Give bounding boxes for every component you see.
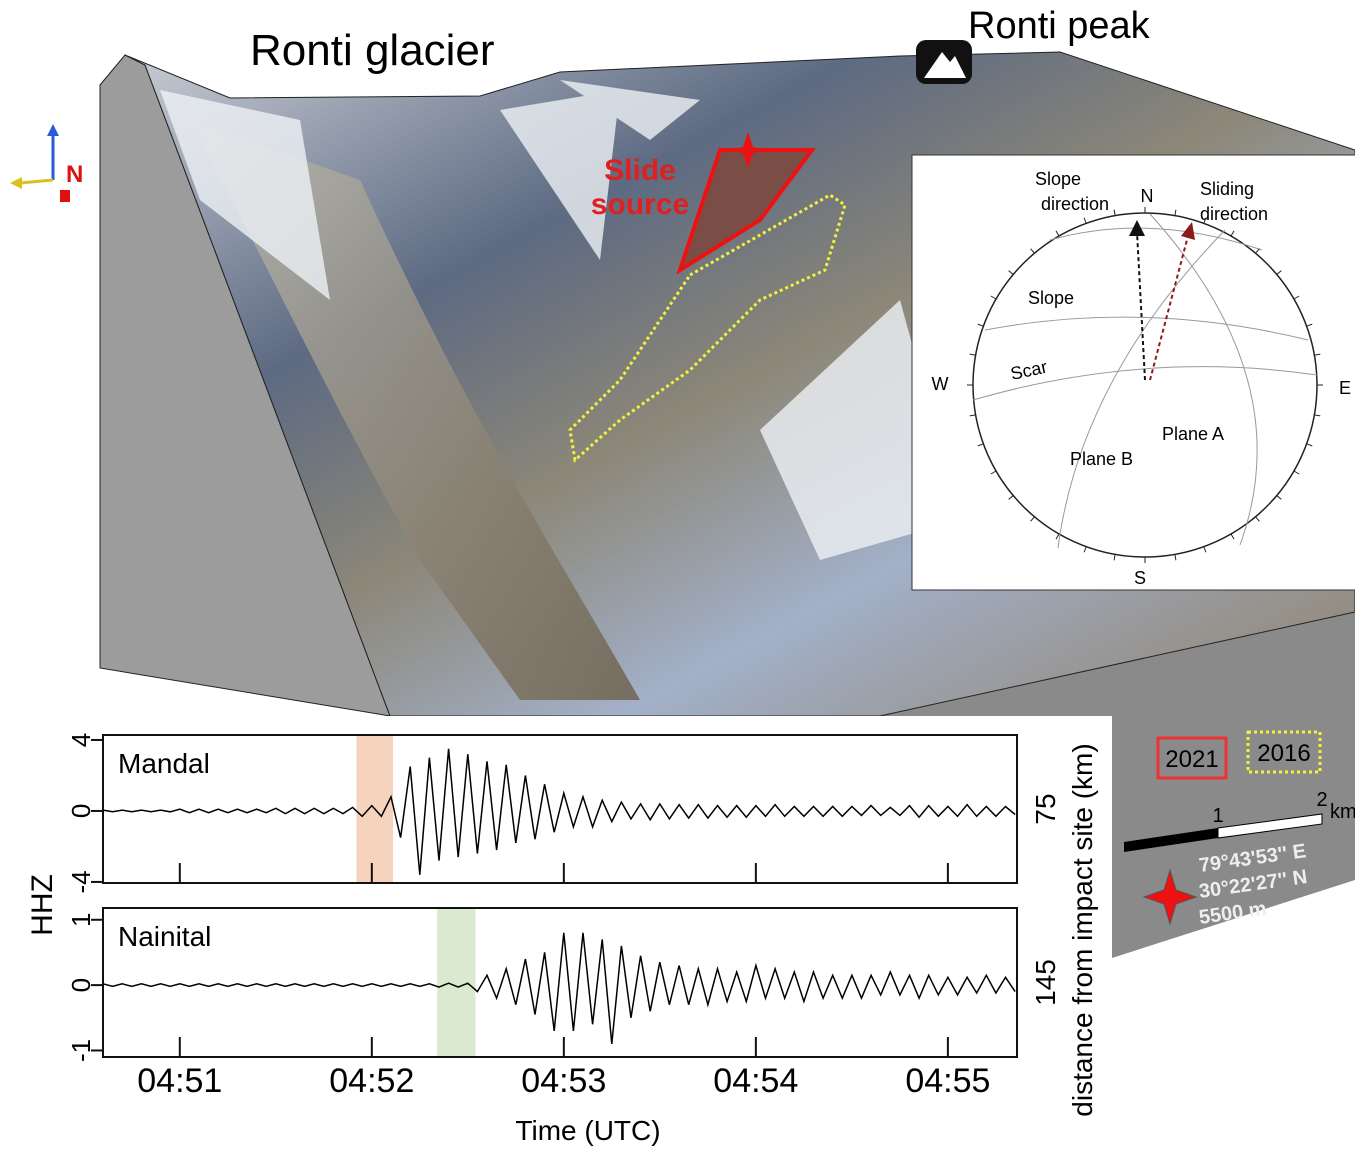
- compass: [10, 177, 22, 189]
- distance-label: 75: [1030, 793, 1061, 824]
- scale-label: km: [1330, 801, 1355, 823]
- compass: [20, 180, 53, 183]
- onset-window: [437, 909, 475, 1056]
- y-tick-label: -1: [66, 1039, 96, 1062]
- stereo-label: Plane B: [1070, 449, 1133, 469]
- x-tick-label: 04:53: [521, 1062, 606, 1100]
- y-tick-label: 0: [66, 804, 96, 818]
- page: Slide source Ronti glacier Ronti peak N …: [0, 0, 1355, 1151]
- station-label: Mandal: [118, 748, 210, 779]
- stereo-label: E: [1339, 378, 1351, 398]
- y-axis-label: HHZ: [26, 874, 59, 936]
- compass: [47, 124, 59, 136]
- stereo-label: direction: [1041, 194, 1109, 214]
- scale-label: 2: [1316, 789, 1327, 811]
- compass: [60, 190, 70, 202]
- glacier-label: Ronti glacier: [250, 26, 495, 75]
- stereo-label: Slope: [1028, 288, 1074, 308]
- legend-label: 2021: [1165, 746, 1218, 773]
- peak-label: Ronti peak: [968, 5, 1151, 47]
- stereo-label: Slope: [1035, 169, 1081, 189]
- compass-label: N: [66, 161, 83, 188]
- stereo-label: N: [1141, 186, 1154, 206]
- y-tick-label: -4: [66, 870, 96, 893]
- x-axis-label: Time (UTC): [515, 1115, 660, 1146]
- slide-label: source: [591, 188, 689, 221]
- y-tick-label: 1: [66, 913, 96, 927]
- figure: Slide source Ronti glacier Ronti peak N …: [0, 0, 1355, 1151]
- stereonet-frame: [912, 155, 1355, 590]
- scale-label: 1: [1212, 805, 1223, 827]
- stereo-label: Plane A: [1162, 424, 1224, 444]
- stereonet: Slope direction N Sliding direction Slop…: [912, 155, 1355, 590]
- x-tick-label: 04:55: [905, 1062, 990, 1100]
- seismograms: 4 0 -4 Mandal 75 1 0 -1 Nainital 145 04:51 04:52 04:…: [66, 733, 1061, 1100]
- distance-label: 145: [1030, 959, 1061, 1006]
- y-tick-label: 4: [66, 733, 96, 747]
- slide-label: Slide: [604, 154, 676, 187]
- x-tick-label: 04:54: [713, 1062, 798, 1100]
- stereo-label: Sliding: [1200, 179, 1254, 199]
- x-tick-label: 04:51: [137, 1062, 222, 1100]
- panel-frame: [103, 908, 1017, 1057]
- stereo-label: W: [932, 374, 949, 394]
- station-label: Nainital: [118, 921, 211, 952]
- legend-label: 2016: [1257, 740, 1310, 767]
- y-tick-label: 0: [66, 978, 96, 992]
- y2-axis-label: distance from impact site (km): [1067, 743, 1098, 1116]
- stereo-label: direction: [1200, 204, 1268, 224]
- stereo-label: S: [1134, 568, 1146, 588]
- x-tick-label: 04:52: [329, 1062, 414, 1100]
